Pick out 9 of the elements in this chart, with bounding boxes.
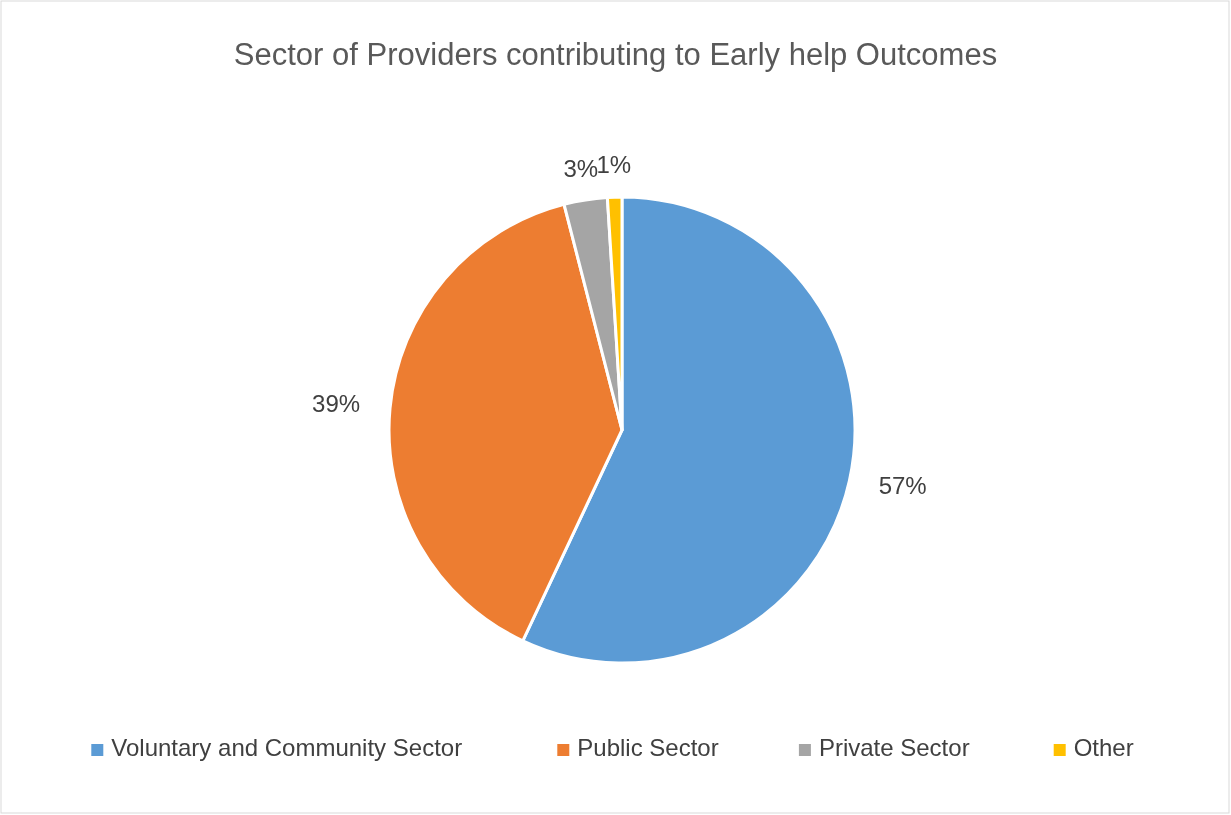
data-label: 1% <box>596 151 632 179</box>
data-label: 57% <box>878 471 927 499</box>
legend-label: Other <box>1073 734 1134 762</box>
data-label: 3% <box>563 154 599 182</box>
data-label: 39% <box>312 389 361 417</box>
legend-label: Public Sector <box>577 734 719 762</box>
legend-label: Voluntary and Community Sector <box>111 734 463 762</box>
chart-title: Sector of Providers contributing to Early help Outcomes <box>233 37 998 72</box>
legend-label: Private Sector <box>818 734 970 762</box>
